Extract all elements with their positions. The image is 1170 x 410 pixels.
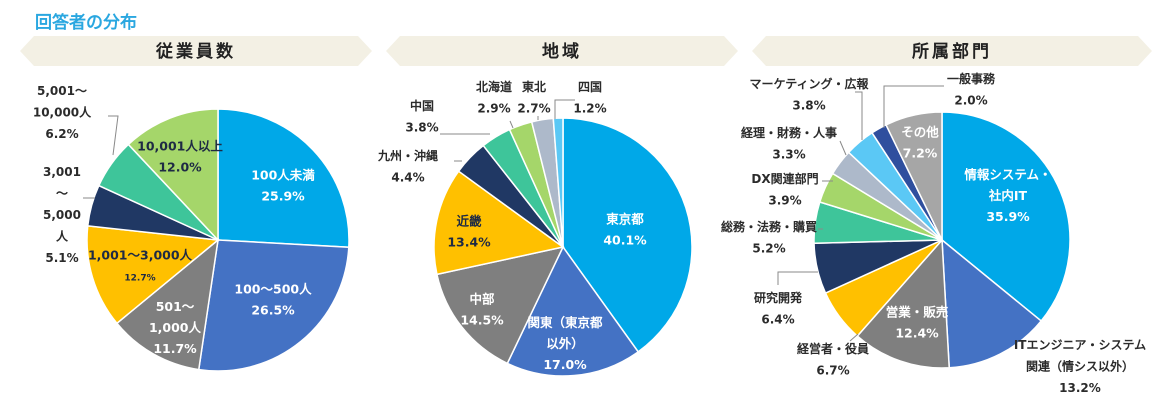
pie-slice: [115, 238, 220, 371]
slice-label: 中部 14.5%: [460, 292, 504, 328]
chart-title: 従業員数: [155, 41, 236, 62]
leader-line: [108, 115, 119, 156]
callout-label: 中国 3.8%: [405, 98, 438, 135]
slice-label: 100～500人 26.5%: [234, 282, 312, 318]
callout-label: マーケティング・広報 3.8%: [749, 76, 869, 113]
pie-slice: [552, 117, 564, 248]
slice-label: 関東（東京都以外） 17.0%: [527, 315, 603, 372]
leader-line: [777, 271, 818, 285]
pie-slices: [433, 117, 693, 377]
leader-line: [855, 91, 863, 140]
pie-slice: [506, 245, 640, 377]
callout-label: 東北 2.7%: [517, 79, 550, 116]
chart-title-banner: [20, 36, 372, 66]
callout-label: 北海道 2.9%: [476, 79, 512, 116]
callout-label: DX関連部門 3.9%: [751, 171, 818, 208]
callout-label: 研究開発 6.4%: [754, 290, 803, 327]
pie-slice: [197, 239, 350, 372]
page-title: 回答者の分布: [35, 13, 137, 33]
pie-slice: [941, 238, 1043, 369]
callout-label: 九州・沖縄 4.4%: [377, 148, 438, 185]
slice-label: その他 7.2%: [901, 125, 939, 161]
callout-label: ITエンジニア・システム関連（情シス以外） 13.2%: [1014, 338, 1146, 395]
pie-slice: [436, 245, 565, 365]
leader-line: [554, 99, 575, 119]
leader-line: [849, 333, 859, 342]
callout-label: 経理・財務・人事 3.3%: [741, 125, 837, 162]
chart-title-banner: [752, 36, 1152, 66]
callout-label: 5,001～ 10,000人 6.2%: [33, 84, 92, 141]
pie-slices: [813, 111, 1071, 369]
slice-label: 501～ 1,000人 11.7%: [149, 299, 202, 356]
slice-label: 10,001人以上 12.0%: [137, 139, 223, 175]
slice-label: 1,001～3,000人 12.7%: [88, 248, 193, 284]
pie-slice: [217, 108, 350, 248]
callout-label: 経営者・役員 6.7%: [797, 341, 869, 378]
pie-slices: [86, 108, 350, 372]
pie-slice: [856, 238, 951, 369]
chart-title: 所属部門: [912, 41, 992, 62]
pie-chart-1: 従業員数 100人未満 25.9% 100～500人 26.5% 501～ 1,000人 11…: [20, 36, 372, 372]
callout-label: 3,001 ～ 5,000 人 5.1%: [43, 165, 81, 265]
pie-slice: [941, 111, 1071, 323]
pie-slice: [562, 117, 693, 353]
slice-label: 東京都 40.1%: [603, 212, 647, 248]
leader-line: [839, 140, 847, 156]
pie-slice: [885, 111, 943, 241]
slice-label: 100人未満 25.9%: [251, 168, 315, 204]
slice-label: 近畿 13.4%: [447, 214, 491, 250]
slice-label: 営業・販売 12.4%: [886, 305, 949, 341]
leader-line: [883, 85, 944, 128]
callout-label: 一般事務 2.0%: [947, 71, 996, 108]
slice-label: 情報システム・社内IT 35.9%: [964, 167, 1051, 224]
callout-label: 四国 1.2%: [573, 80, 606, 116]
leader-line: [509, 120, 514, 129]
pie-slice: [127, 108, 219, 242]
pie-slice: [433, 170, 565, 276]
chart-title: 地域: [542, 41, 582, 62]
pie-slice: [86, 225, 220, 325]
chart-title-banner: [386, 36, 738, 66]
callout-label: 総務・法務・購買 5.2%: [721, 219, 817, 256]
